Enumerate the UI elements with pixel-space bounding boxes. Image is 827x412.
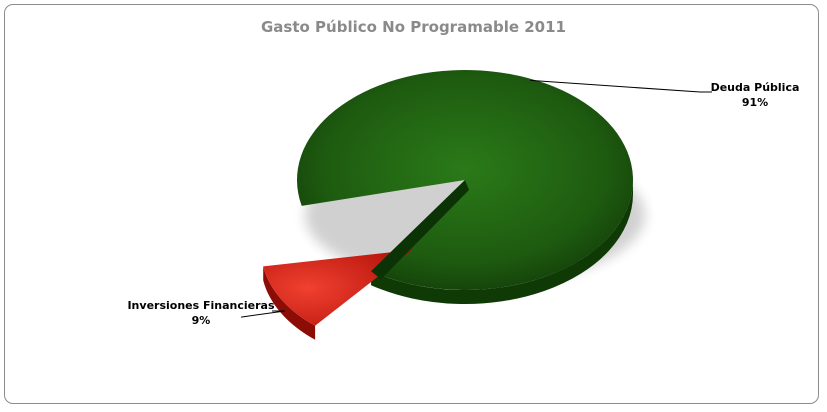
data-label-inversiones-value: 9%: [191, 314, 211, 327]
leader-line-deuda: [530, 79, 712, 93]
slice-side-inversiones: [263, 266, 316, 340]
slice-deuda-publica[interactable]: [296, 69, 633, 290]
slice-side-deuda: [371, 180, 633, 304]
data-label-inversiones-financieras: Inversiones Financieras 9%: [116, 298, 286, 328]
data-label-deuda-name: Deuda Pública: [710, 81, 800, 94]
leader-line-inversiones: [241, 310, 286, 318]
slice-inner-shade: [371, 180, 469, 280]
chart-title: Gasto Público No Programable 2011: [261, 18, 566, 36]
data-label-deuda-value: 91%: [741, 96, 769, 109]
data-label-deuda-publica: Deuda Pública 91%: [700, 80, 810, 110]
data-label-inversiones-name: Inversiones Financieras: [127, 299, 275, 312]
